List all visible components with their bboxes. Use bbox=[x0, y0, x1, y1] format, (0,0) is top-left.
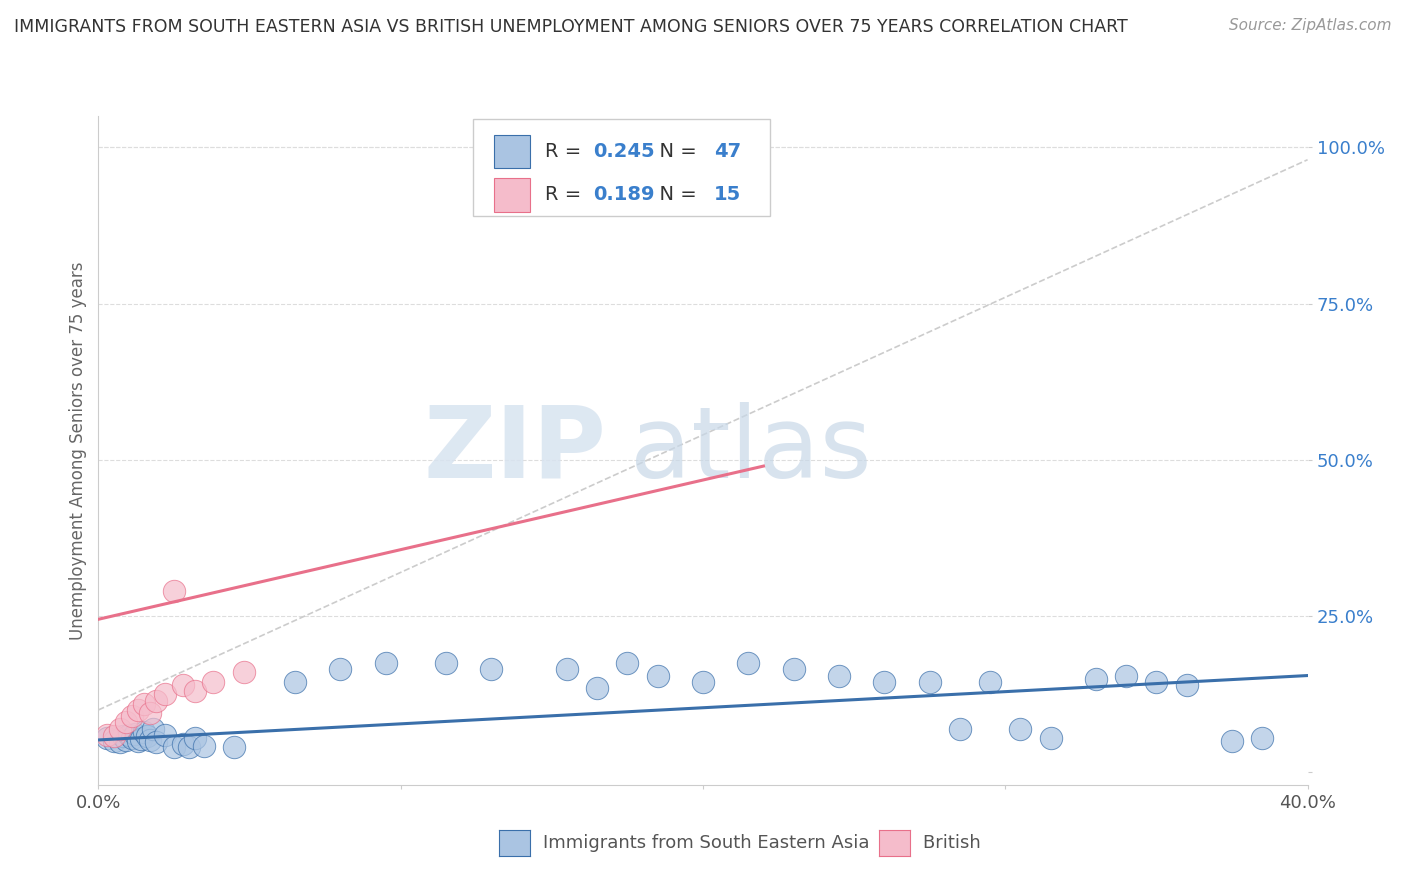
Point bbox=[692, 674, 714, 689]
Point bbox=[139, 733, 162, 747]
Point bbox=[145, 693, 167, 707]
Point bbox=[873, 674, 896, 689]
Point bbox=[153, 687, 176, 701]
Text: N =: N = bbox=[647, 186, 703, 204]
Point bbox=[586, 681, 609, 695]
Point bbox=[132, 697, 155, 711]
Point bbox=[782, 662, 804, 676]
Point bbox=[163, 740, 186, 755]
Point bbox=[284, 674, 307, 689]
Point bbox=[374, 656, 396, 670]
Point bbox=[434, 656, 457, 670]
Point bbox=[142, 722, 165, 736]
Point bbox=[1085, 672, 1108, 686]
Point bbox=[1144, 674, 1167, 689]
Point bbox=[202, 674, 225, 689]
Text: 0.189: 0.189 bbox=[593, 186, 654, 204]
Point bbox=[172, 737, 194, 751]
Point bbox=[163, 584, 186, 599]
Point bbox=[96, 728, 118, 742]
Point bbox=[103, 729, 125, 743]
Text: N =: N = bbox=[647, 142, 703, 161]
FancyBboxPatch shape bbox=[474, 120, 769, 217]
Point bbox=[127, 734, 149, 748]
Point bbox=[184, 684, 207, 698]
Point bbox=[129, 732, 152, 747]
Point bbox=[111, 729, 134, 743]
Point bbox=[1220, 734, 1243, 748]
Point bbox=[224, 740, 246, 755]
Text: 47: 47 bbox=[714, 142, 741, 161]
Point bbox=[96, 731, 118, 745]
Point bbox=[177, 740, 201, 755]
Text: atlas: atlas bbox=[630, 402, 872, 499]
Bar bbox=[494, 178, 530, 211]
Point bbox=[329, 662, 352, 676]
Text: Immigrants from South Eastern Asia: Immigrants from South Eastern Asia bbox=[520, 834, 870, 852]
Point bbox=[647, 668, 669, 682]
Point bbox=[918, 674, 941, 689]
Text: 0.245: 0.245 bbox=[593, 142, 655, 161]
Point bbox=[121, 731, 143, 745]
Point bbox=[108, 722, 131, 736]
Point bbox=[132, 724, 155, 739]
Text: 15: 15 bbox=[714, 186, 741, 204]
Point bbox=[139, 706, 162, 720]
Point bbox=[828, 668, 851, 682]
Point bbox=[108, 735, 131, 749]
Point bbox=[121, 709, 143, 723]
Text: IMMIGRANTS FROM SOUTH EASTERN ASIA VS BRITISH UNEMPLOYMENT AMONG SENIORS OVER 75: IMMIGRANTS FROM SOUTH EASTERN ASIA VS BR… bbox=[14, 18, 1128, 36]
Point bbox=[103, 734, 125, 748]
Point bbox=[193, 739, 215, 754]
Point bbox=[145, 735, 167, 749]
Text: ZIP: ZIP bbox=[423, 402, 606, 499]
Point bbox=[184, 731, 207, 745]
Text: Source: ZipAtlas.com: Source: ZipAtlas.com bbox=[1229, 18, 1392, 33]
Point bbox=[1251, 731, 1274, 745]
Bar bbox=[494, 135, 530, 169]
Point bbox=[1175, 678, 1198, 692]
Point bbox=[118, 728, 141, 742]
Point bbox=[153, 728, 176, 742]
Text: R =: R = bbox=[544, 186, 588, 204]
Point bbox=[172, 678, 194, 692]
Point bbox=[135, 729, 157, 743]
Y-axis label: Unemployment Among Seniors over 75 years: Unemployment Among Seniors over 75 years bbox=[69, 261, 87, 640]
Point bbox=[949, 722, 972, 736]
Point bbox=[1115, 668, 1137, 682]
Point bbox=[979, 674, 1001, 689]
Point bbox=[114, 733, 136, 747]
Point bbox=[232, 665, 254, 680]
Point bbox=[555, 662, 578, 676]
Point bbox=[114, 715, 136, 730]
Point bbox=[1039, 731, 1062, 745]
Point bbox=[1010, 722, 1032, 736]
Point bbox=[481, 662, 503, 676]
Text: British: British bbox=[900, 834, 980, 852]
Text: R =: R = bbox=[544, 142, 588, 161]
Point bbox=[737, 656, 759, 670]
Point bbox=[124, 727, 146, 741]
Point bbox=[127, 703, 149, 717]
Point bbox=[616, 656, 638, 670]
